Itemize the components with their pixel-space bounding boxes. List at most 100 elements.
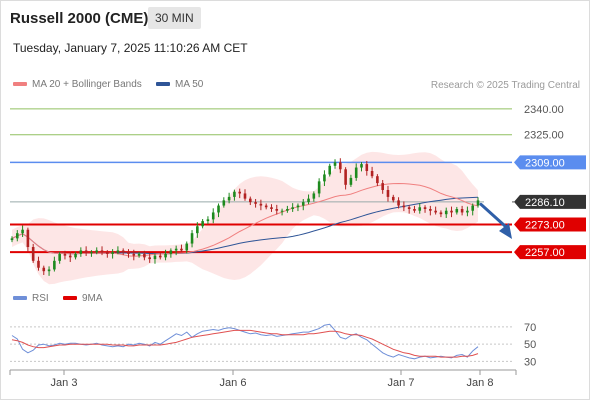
candle-body bbox=[307, 198, 310, 203]
candle-body bbox=[413, 209, 416, 211]
candle bbox=[79, 247, 83, 257]
candle bbox=[53, 256, 56, 272]
candle bbox=[121, 248, 125, 256]
candle-body bbox=[158, 255, 162, 258]
timestamp: Tuesday, January 7, 2025 11:10:26 AM CET bbox=[13, 41, 248, 55]
level-tag-2257.00 bbox=[514, 245, 586, 260]
candle bbox=[391, 194, 395, 203]
candle-body bbox=[312, 193, 316, 199]
candle-body bbox=[111, 252, 114, 254]
candle-body bbox=[264, 205, 268, 208]
legend-rsi: RSI bbox=[13, 293, 49, 304]
candle-body bbox=[381, 183, 384, 190]
candle-body bbox=[100, 250, 104, 253]
candle bbox=[270, 204, 273, 212]
candle bbox=[84, 246, 88, 256]
candle bbox=[264, 203, 268, 210]
candle-body bbox=[286, 209, 289, 211]
instrument-title: Russell 2000 (CME) bbox=[10, 10, 149, 27]
candle-body bbox=[455, 209, 459, 213]
candle bbox=[423, 205, 427, 213]
candle bbox=[243, 189, 247, 201]
candle-body bbox=[74, 253, 77, 258]
candle-body bbox=[386, 190, 390, 197]
candle bbox=[291, 203, 294, 212]
candle bbox=[275, 204, 279, 215]
candle bbox=[402, 201, 406, 212]
candle bbox=[148, 253, 151, 263]
legend-ma20: MA 20 + Bollinger Bands bbox=[13, 79, 142, 90]
candle bbox=[90, 250, 93, 257]
candle bbox=[354, 163, 358, 181]
rsi-tick-label: 50 bbox=[524, 339, 536, 351]
candle bbox=[15, 230, 19, 242]
candle-body bbox=[402, 205, 406, 208]
candle-body bbox=[476, 200, 480, 206]
candle bbox=[169, 248, 173, 258]
candle bbox=[95, 247, 99, 255]
candle-body bbox=[254, 202, 257, 204]
candle-body bbox=[248, 198, 252, 203]
candle bbox=[137, 251, 141, 258]
candle-body bbox=[121, 250, 125, 253]
candle-body bbox=[243, 193, 247, 199]
candle bbox=[429, 205, 432, 216]
candle-body bbox=[37, 260, 40, 268]
legend-ma50-label: MA 50 bbox=[175, 79, 204, 90]
candle-body bbox=[238, 191, 242, 194]
candle-body bbox=[190, 233, 194, 244]
candle-body bbox=[227, 196, 231, 201]
x-tick-label: Jan 8 bbox=[467, 377, 494, 389]
candle-body bbox=[84, 250, 88, 253]
candle bbox=[21, 225, 24, 237]
candle bbox=[63, 250, 67, 260]
candle bbox=[450, 206, 453, 218]
candle bbox=[47, 266, 51, 276]
candle-body bbox=[132, 253, 136, 256]
candle-body bbox=[148, 257, 151, 260]
candle bbox=[365, 160, 369, 176]
candle-body bbox=[137, 253, 141, 256]
candle bbox=[376, 174, 379, 187]
candle-body bbox=[423, 207, 427, 209]
candle bbox=[100, 246, 104, 256]
rsi-tick-label: 30 bbox=[524, 356, 536, 368]
candle-body bbox=[58, 253, 61, 261]
candle bbox=[455, 206, 459, 215]
candle-body bbox=[407, 207, 411, 209]
candle bbox=[180, 244, 183, 253]
candle bbox=[111, 249, 114, 259]
candle bbox=[68, 251, 72, 263]
legend-ma50: MA 50 bbox=[156, 79, 203, 90]
level-tag-2286.10 bbox=[514, 194, 586, 209]
level-label-2286.10: 2286.10 bbox=[525, 197, 565, 209]
timeframe-badge[interactable]: 30 MIN bbox=[148, 7, 201, 29]
candle-body bbox=[153, 255, 157, 260]
candle-body bbox=[79, 250, 83, 254]
candle-body bbox=[206, 219, 210, 222]
ma20-swatch-icon bbox=[13, 82, 27, 87]
candle bbox=[397, 197, 400, 209]
candle bbox=[333, 159, 337, 169]
rsi-ma-line bbox=[11, 329, 479, 358]
candle-body bbox=[296, 205, 300, 208]
candle bbox=[254, 198, 257, 208]
candle bbox=[116, 246, 120, 255]
candle-body bbox=[63, 253, 67, 256]
candle-body bbox=[201, 221, 204, 227]
candle bbox=[174, 245, 178, 256]
candle-body bbox=[354, 167, 358, 178]
candle bbox=[344, 167, 347, 190]
candle bbox=[407, 205, 411, 214]
level-label-2257.00: 2257.00 bbox=[525, 247, 565, 259]
candle-body bbox=[275, 209, 279, 211]
candle-body bbox=[106, 252, 109, 254]
candle-body bbox=[317, 181, 321, 194]
candle-body bbox=[376, 176, 379, 184]
candle-body bbox=[164, 253, 167, 258]
level-tag-2273.00 bbox=[514, 217, 586, 232]
candle bbox=[211, 208, 215, 224]
legend-9ma: 9MA bbox=[63, 293, 103, 304]
candle-body bbox=[339, 162, 342, 170]
candle bbox=[74, 251, 77, 260]
